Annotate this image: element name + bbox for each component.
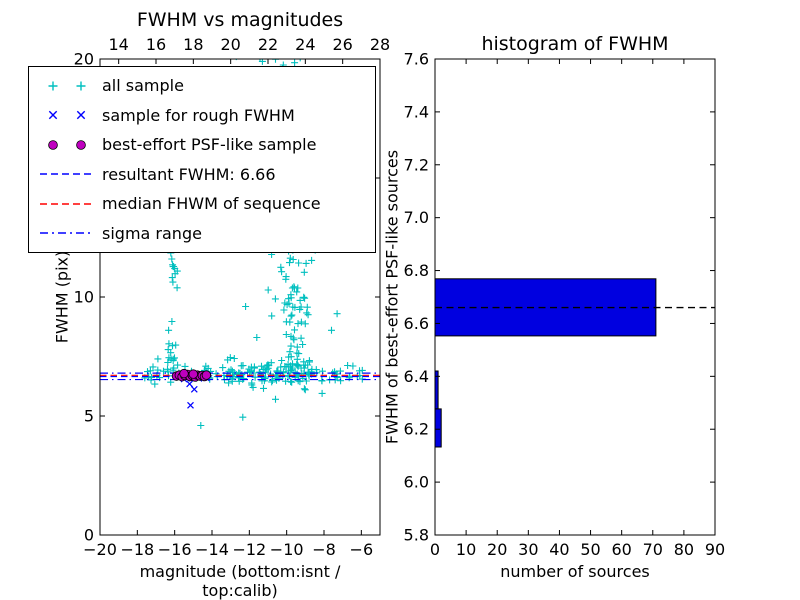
legend-x-swatch — [48, 111, 86, 120]
legend-item-label: resultant FWHM: 6.66 — [102, 164, 276, 184]
right-ytick-label: 5.8 — [404, 526, 429, 545]
legend-plus-swatch — [48, 81, 86, 91]
right-plot-title: histogram of FWHM — [481, 33, 669, 55]
left-xtick-label: −14 — [195, 540, 229, 559]
right-xtick-label: 20 — [487, 540, 507, 559]
right-xtick-label: 70 — [643, 540, 663, 559]
right-ytick-label: 7.6 — [404, 50, 429, 69]
right-ytick-label: 6.4 — [404, 367, 429, 386]
right-xtick-label: 40 — [549, 540, 569, 559]
left-ytick-label: 0 — [84, 526, 94, 545]
right-ytick-label: 6.6 — [404, 314, 429, 333]
legend-item: resultant FWHM: 6.66 — [37, 160, 375, 190]
right-xtick-label: 80 — [674, 540, 694, 559]
left-ytick-label: 5 — [84, 407, 94, 426]
legend-item-label: sample for rough FWHM — [102, 105, 295, 125]
left-ytick-label: 10 — [74, 288, 94, 307]
legend-item-label: all sample — [102, 76, 184, 96]
left-top-tick-label: 28 — [370, 35, 390, 54]
right-axes-frame — [434, 58, 716, 536]
left-top-tick-label: 26 — [332, 35, 352, 54]
right-xtick-label: 90 — [705, 540, 725, 559]
right-xtick-label: 10 — [456, 540, 476, 559]
left-xtick-label: −10 — [270, 540, 304, 559]
left-top-tick-label: 22 — [258, 35, 278, 54]
left-top-tick-label: 16 — [146, 35, 166, 54]
legend-item: sample for rough FWHM — [37, 101, 375, 131]
psf-sample-circle — [179, 368, 189, 379]
left-top-tick-label: 18 — [183, 35, 203, 54]
left-top-tick-label: 14 — [108, 35, 128, 54]
left-xtick-label: −12 — [232, 540, 266, 559]
left-xtick-label: −20 — [83, 540, 117, 559]
left-xtick-label: −8 — [312, 540, 336, 559]
psf-sample-points — [171, 368, 212, 382]
histogram-bars — [434, 278, 657, 448]
left-ytick-label: 20 — [74, 50, 94, 69]
histogram-bar — [434, 408, 442, 448]
legend-dashdot-swatch — [40, 232, 94, 234]
legend-item: all sample — [37, 71, 375, 101]
legend-item-label: sigma range — [102, 223, 202, 243]
right-ytick-label: 7.2 — [404, 155, 429, 174]
legend: all sample sample for rough FWHM best-effo… — [28, 66, 376, 253]
right-ytick-label: 6.8 — [404, 261, 429, 280]
right-xtick-label: 0 — [430, 540, 440, 559]
left-top-tick-label: 20 — [220, 35, 240, 54]
right-xtick-label: 50 — [580, 540, 600, 559]
reference-lines — [100, 372, 380, 381]
legend-item: best-effort PSF-like sample — [37, 130, 375, 160]
legend-item: sigma range — [37, 219, 375, 249]
right-xtick-label: 30 — [518, 540, 538, 559]
legend-dashed-swatch — [40, 173, 94, 175]
right-ytick-label: 7.4 — [404, 102, 429, 121]
right-plot-xlabel: number of sources — [500, 562, 650, 581]
left-xtick-label: −18 — [120, 540, 154, 559]
left-plot-ylabel: FWHM (pix) — [52, 250, 72, 344]
right-ytick-label: 6.0 — [404, 473, 429, 492]
psf-sample-circle — [201, 370, 212, 380]
left-plot-xlabel: magnitude (bottom:isnt / top:calib) — [139, 562, 341, 600]
right-ytick-label: 6.2 — [404, 420, 429, 439]
right-plot-ylabel: FWHM of best-effort PSF-like sources — [382, 149, 402, 445]
left-xtick-label: −6 — [350, 540, 374, 559]
legend-item: median FHWM of sequence — [37, 189, 375, 219]
legend-circle-swatch — [48, 139, 86, 150]
legend-dashed-swatch — [40, 203, 94, 205]
right-ytick-label: 7.0 — [404, 208, 429, 227]
left-plot-title: FWHM vs magnitudes — [136, 9, 344, 31]
right-xtick-label: 60 — [611, 540, 631, 559]
left-xtick-label: −16 — [158, 540, 192, 559]
psf-sample-circle — [188, 369, 199, 379]
legend-item-label: median FHWM of sequence — [102, 194, 321, 214]
left-top-tick-label: 24 — [295, 35, 315, 54]
legend-item-label: best-effort PSF-like sample — [102, 135, 317, 155]
